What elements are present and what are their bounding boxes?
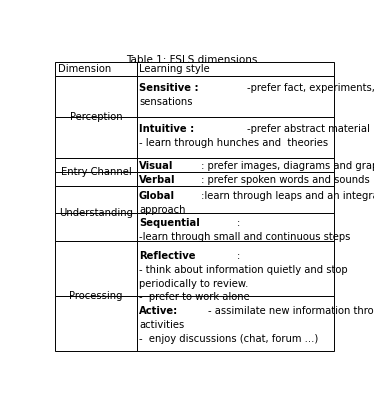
Text: Dimension: Dimension: [58, 64, 111, 74]
Bar: [137, 296, 334, 352]
Text: : prefer spoken words and sounds: : prefer spoken words and sounds: [198, 174, 370, 185]
Bar: [137, 158, 334, 172]
Bar: [55, 172, 137, 186]
Text: Entry Channel: Entry Channel: [61, 167, 131, 177]
Bar: [137, 62, 334, 75]
Text: -prefer abstract material: -prefer abstract material: [247, 124, 370, 134]
Bar: [55, 75, 137, 117]
Text: :: :: [237, 218, 240, 229]
Text: Visual: Visual: [139, 161, 173, 171]
Text: - learn through hunches and  theories: - learn through hunches and theories: [139, 138, 328, 148]
Text: Global: Global: [139, 191, 175, 201]
Text: Sequential: Sequential: [139, 218, 200, 229]
Bar: [137, 75, 334, 117]
Bar: [137, 172, 334, 186]
Text: Processing: Processing: [69, 291, 123, 301]
Text: activities: activities: [139, 320, 184, 330]
Bar: [55, 213, 137, 241]
Text: - think about information quietly and stop: - think about information quietly and st…: [139, 265, 347, 275]
Text: periodically to review.: periodically to review.: [139, 279, 248, 288]
Bar: [55, 296, 137, 352]
Text: Learning style: Learning style: [139, 64, 210, 74]
Bar: [55, 241, 137, 296]
Bar: [137, 213, 334, 241]
Text: Sensitive :: Sensitive :: [139, 83, 199, 93]
Text: -  prefer to work alone: - prefer to work alone: [139, 292, 250, 302]
Bar: [55, 117, 137, 158]
Text: approach: approach: [139, 205, 186, 215]
Text: -learn through small and continuous steps: -learn through small and continuous step…: [139, 232, 350, 242]
Bar: [137, 241, 334, 296]
Text: Verbal: Verbal: [139, 174, 175, 185]
Bar: [55, 186, 137, 213]
Text: - assimilate new information through physical: - assimilate new information through phy…: [208, 306, 374, 316]
Text: :: :: [237, 251, 240, 261]
Text: Understanding: Understanding: [59, 208, 133, 219]
Bar: [137, 117, 334, 158]
Text: Active:: Active:: [139, 306, 178, 316]
Bar: [55, 158, 137, 172]
Text: Table 1: FSLS dimensions: Table 1: FSLS dimensions: [126, 55, 257, 65]
Text: -prefer fact, experiments, sounds, physical: -prefer fact, experiments, sounds, physi…: [247, 83, 374, 93]
Text: Intuitive :: Intuitive :: [139, 124, 194, 134]
Bar: [55, 62, 137, 75]
Text: :learn through leaps and an integral: :learn through leaps and an integral: [198, 191, 374, 201]
Text: Perception: Perception: [70, 112, 122, 122]
Text: Reflective: Reflective: [139, 251, 196, 261]
Text: -  enjoy discussions (chat, forum ...): - enjoy discussions (chat, forum ...): [139, 334, 318, 344]
Text: : prefer images, diagrams and graphics: : prefer images, diagrams and graphics: [198, 161, 374, 171]
Bar: [137, 186, 334, 213]
Text: sensations: sensations: [139, 97, 192, 107]
